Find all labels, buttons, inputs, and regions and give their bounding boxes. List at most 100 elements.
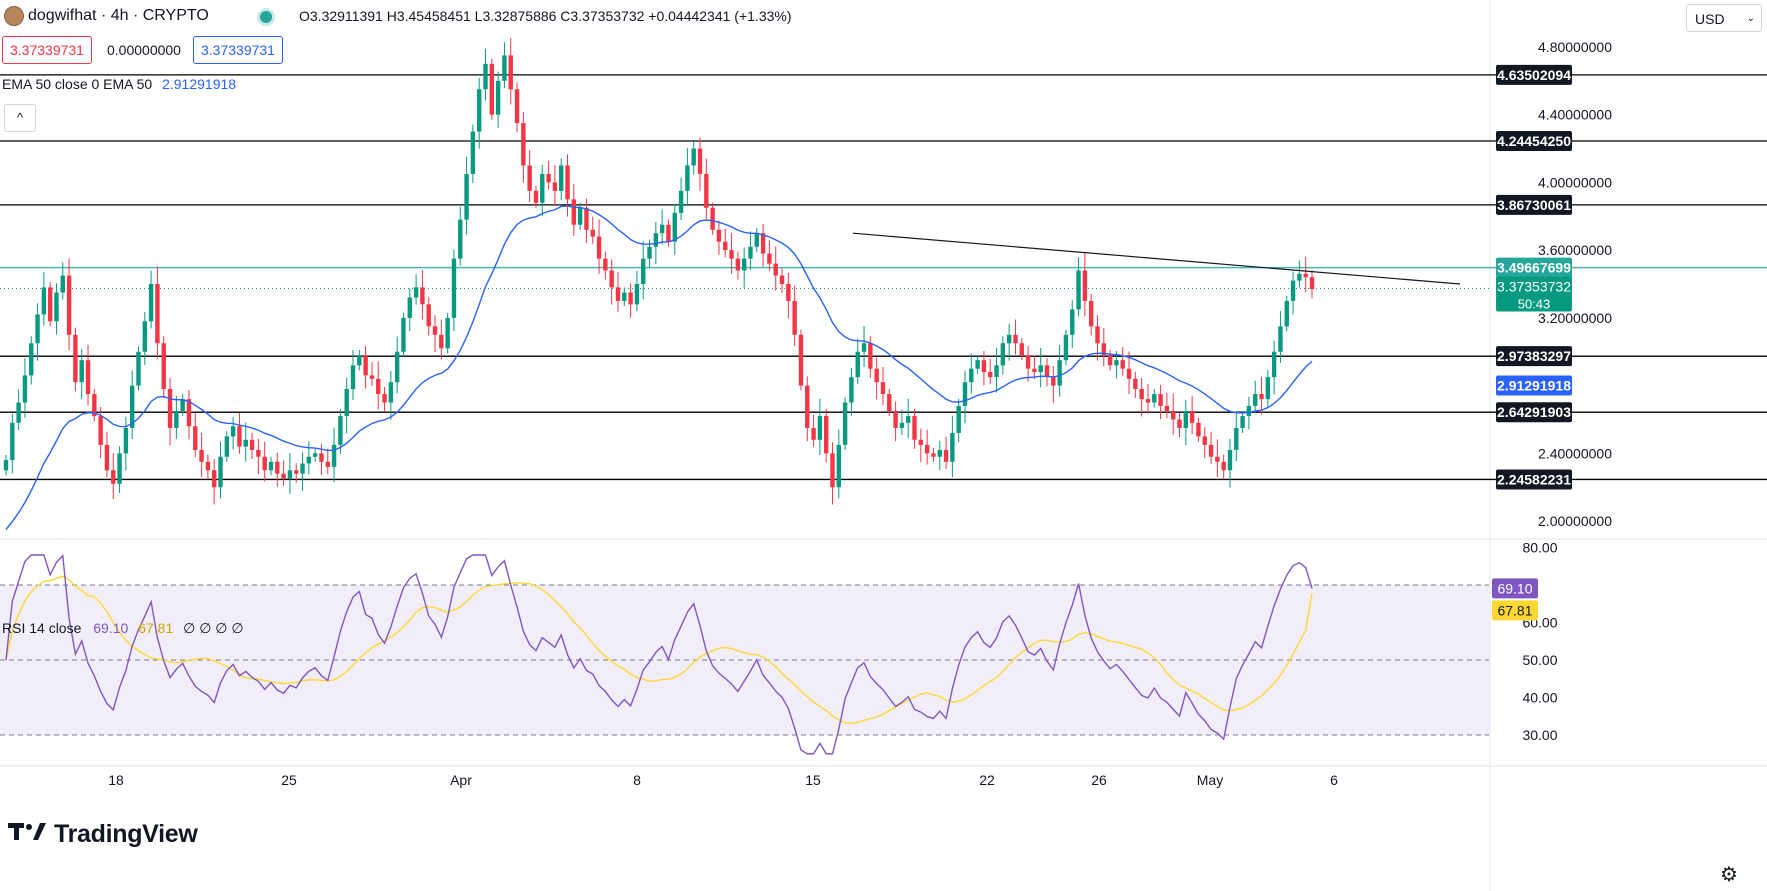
candle-body xyxy=(1164,405,1170,411)
candle-body xyxy=(312,453,318,457)
price-label: 3.86730061 xyxy=(1497,197,1571,213)
candle-body xyxy=(647,246,652,259)
rsi-legend[interactable]: RSI 14 close 69.10 67.81 ∅ ∅ ∅ ∅ xyxy=(2,620,244,637)
rsi-axis-label: 69.10 xyxy=(1497,580,1532,596)
candle-body xyxy=(363,355,368,376)
candle-body xyxy=(1202,436,1207,445)
candle-body xyxy=(476,89,482,132)
candle-body xyxy=(937,449,942,457)
currency-value: USD xyxy=(1695,11,1725,27)
candle-body xyxy=(458,219,463,259)
candle-body xyxy=(685,165,690,191)
candle-body xyxy=(811,427,816,440)
price-label-bg xyxy=(1496,375,1572,396)
price-label: 4.24454250 xyxy=(1497,133,1571,149)
candle-body xyxy=(47,287,53,322)
candle-body xyxy=(849,377,854,403)
candle-body xyxy=(218,456,223,488)
currency-select[interactable]: USD ⌄ xyxy=(1686,4,1762,32)
candle-body xyxy=(79,360,84,383)
candle-body xyxy=(659,224,665,234)
candle-body xyxy=(1145,399,1151,403)
candle-body xyxy=(1208,444,1214,457)
candle-body xyxy=(104,444,110,471)
candle-body xyxy=(842,402,848,445)
price-axis-tick: 4.00000000 xyxy=(1538,174,1612,190)
candle-body xyxy=(893,411,898,428)
candle-body xyxy=(319,453,324,462)
rsi-extras: ∅ ∅ ∅ ∅ xyxy=(183,620,244,636)
candle-body xyxy=(1227,449,1233,471)
candle-body xyxy=(1290,280,1296,301)
price-label-bg xyxy=(1496,64,1572,85)
candle-body xyxy=(186,399,192,427)
buy-button[interactable]: 3.37339731 xyxy=(193,36,283,64)
candle-body xyxy=(868,343,873,369)
candle-body xyxy=(73,334,78,383)
candle-body xyxy=(369,375,375,379)
candle-body xyxy=(773,263,778,276)
trendline xyxy=(852,232,1461,285)
gear-icon[interactable]: ⚙ xyxy=(1720,864,1738,886)
candle-body xyxy=(533,190,539,203)
price-label: 50:43 xyxy=(1518,296,1551,311)
candle-body xyxy=(287,470,293,479)
candle-body xyxy=(943,449,949,462)
candle-body xyxy=(1189,411,1195,423)
candle-body xyxy=(1183,411,1189,428)
time-axis-tick: Apr xyxy=(450,772,472,788)
candle-body xyxy=(969,368,974,383)
candle-body xyxy=(798,334,804,386)
time-axis-tick: 8 xyxy=(633,772,641,788)
tradingview-logo[interactable]: TradingView xyxy=(8,820,198,849)
candle-body xyxy=(401,317,406,352)
candle-body xyxy=(407,297,412,318)
candle-body xyxy=(1006,334,1012,344)
candle-body xyxy=(912,416,917,440)
candle-body xyxy=(1278,326,1283,352)
candle-body xyxy=(1025,355,1031,369)
candle-body xyxy=(1152,394,1157,403)
candle-body xyxy=(887,394,892,411)
candle-body xyxy=(880,382,886,395)
candle-body xyxy=(710,207,715,230)
candle-body xyxy=(975,360,980,369)
candle-body xyxy=(741,258,747,271)
time-axis-tick: 25 xyxy=(281,772,297,788)
candle-body xyxy=(85,360,91,395)
candle-body xyxy=(495,80,501,115)
candle-body xyxy=(249,439,255,450)
candle-body xyxy=(590,229,595,237)
candle-body xyxy=(1051,377,1056,386)
candle-body xyxy=(767,253,772,264)
candle-body xyxy=(830,453,835,488)
candle-body xyxy=(874,368,879,383)
candle-body xyxy=(546,173,551,183)
candle-body xyxy=(268,461,274,471)
sell-button[interactable]: 3.37339731 xyxy=(2,36,92,64)
ema-label: EMA 50 close 0 EMA 50 xyxy=(2,76,153,92)
collapse-legend-button[interactable]: ^ xyxy=(4,104,36,132)
candle-body xyxy=(262,456,267,471)
candle-body xyxy=(899,422,905,428)
candle-body xyxy=(748,246,753,259)
candle-body xyxy=(432,326,438,335)
ema-legend[interactable]: EMA 50 close 0 EMA 50 2.91291918 xyxy=(2,76,236,92)
candle-body xyxy=(1265,377,1271,400)
symbol-title[interactable]: dogwifhat · 4h · CRYPTO xyxy=(28,7,209,24)
candle-body xyxy=(981,360,987,373)
candle-body xyxy=(1221,461,1226,471)
candle-body xyxy=(300,463,305,474)
candle-body xyxy=(723,241,728,251)
candle-body xyxy=(962,382,968,406)
price-label: 3.49667699 xyxy=(1497,260,1571,276)
candle-body xyxy=(1309,277,1315,290)
candle-body xyxy=(1070,309,1075,335)
candle-body xyxy=(66,275,72,335)
price-axis-tick: 2.40000000 xyxy=(1538,445,1612,461)
candle-body xyxy=(142,321,148,352)
candle-body xyxy=(136,351,141,386)
candle-body xyxy=(1259,394,1264,400)
candle-body xyxy=(823,416,829,454)
